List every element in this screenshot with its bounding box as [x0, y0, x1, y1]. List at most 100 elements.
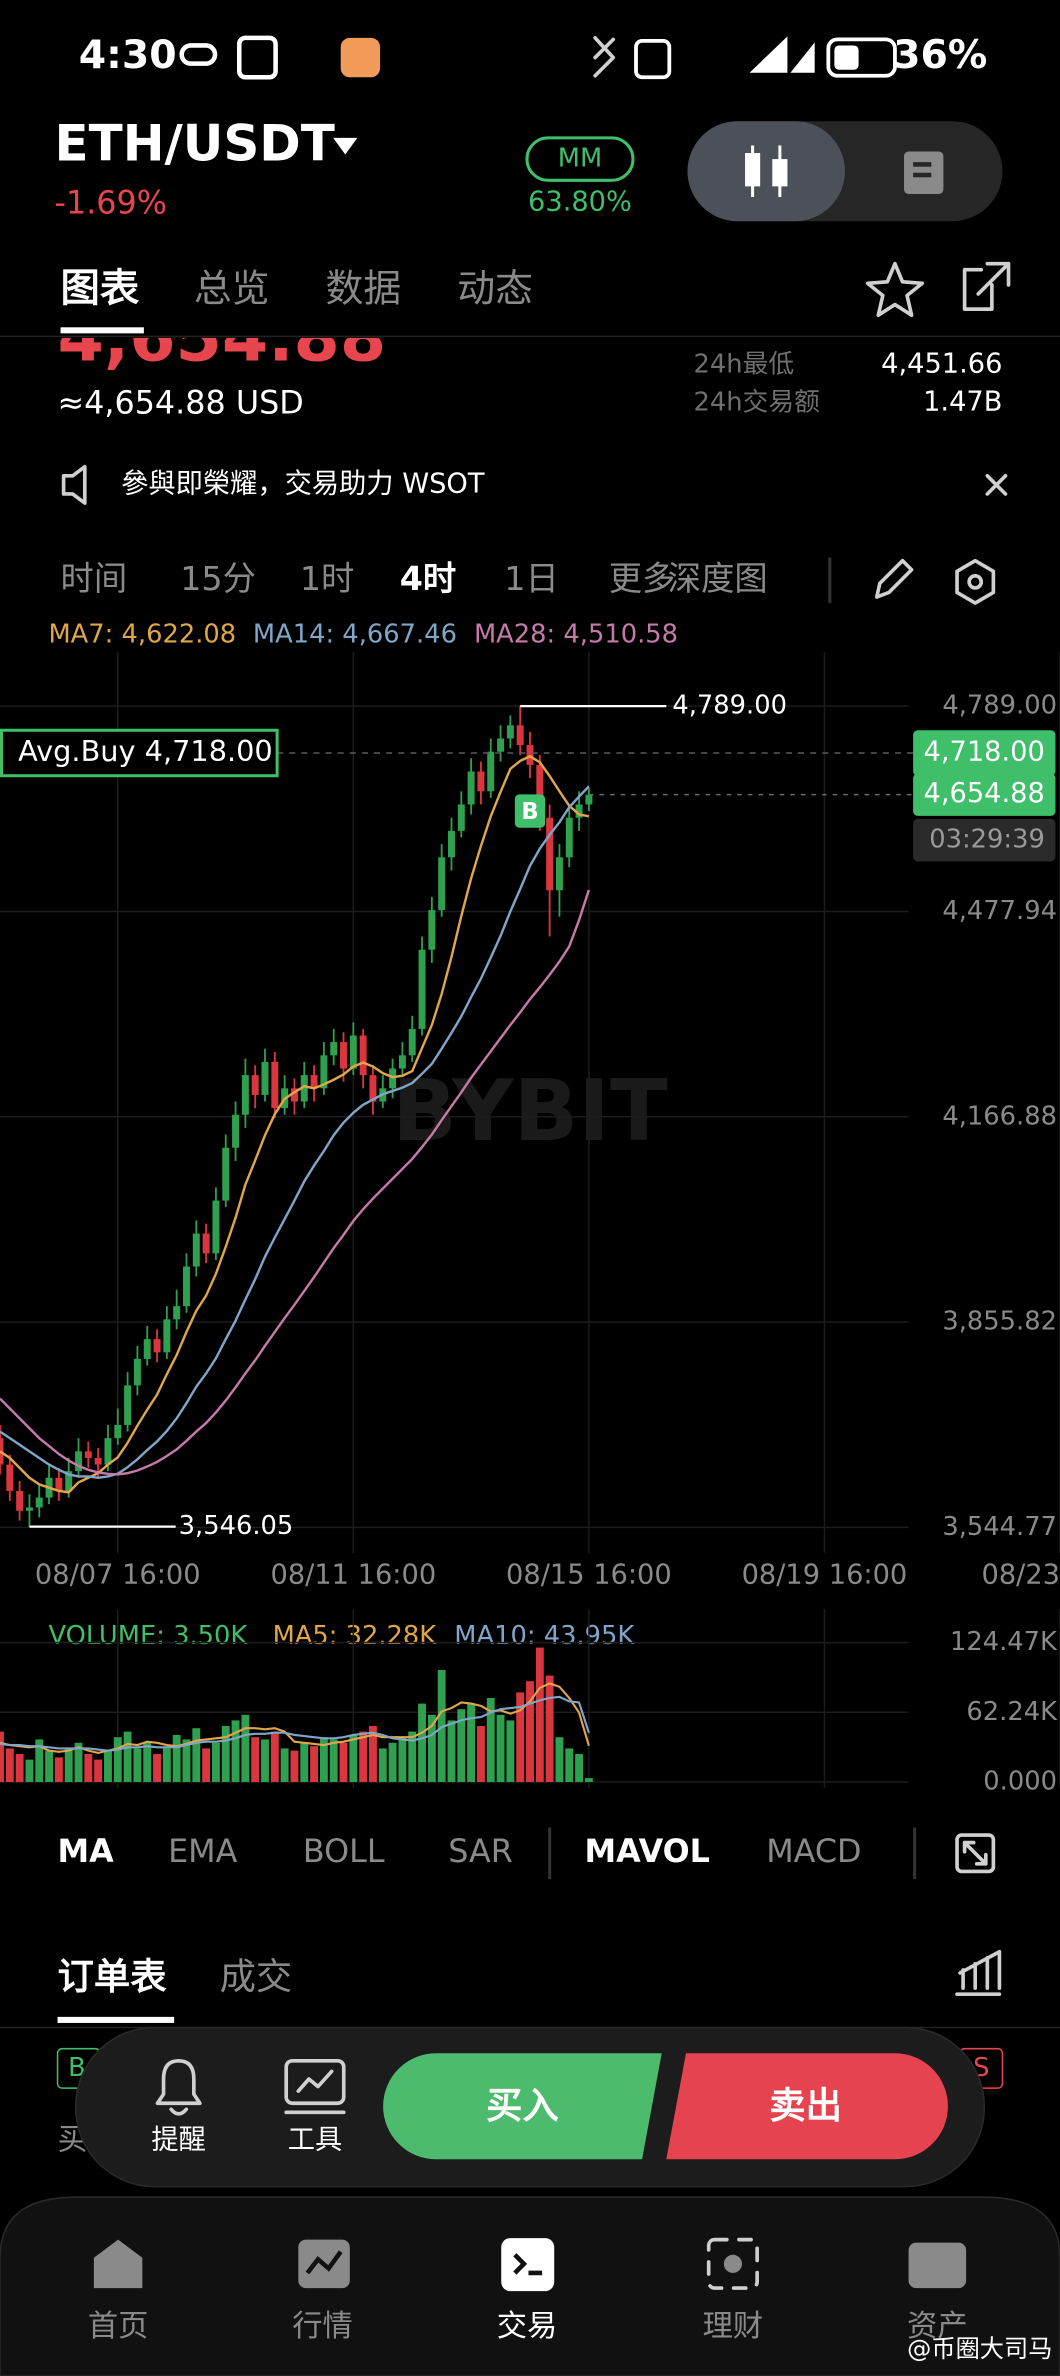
candle-body — [359, 1035, 367, 1076]
candle-body — [418, 949, 426, 1029]
mm-badge[interactable] — [525, 136, 635, 182]
interval[interactable]: 15分 — [180, 559, 256, 598]
banner[interactable]: 參與即榮耀，交易助力 WSOT — [121, 468, 485, 499]
news-icon[interactable] — [904, 151, 944, 194]
volume-bar — [496, 1714, 505, 1782]
volume-bar — [526, 1681, 534, 1782]
alert-icon[interactable] — [155, 2058, 202, 2116]
indicator[interactable]: EMA — [168, 1832, 238, 1870]
nav-icon[interactable] — [93, 2239, 143, 2289]
volume-tick-label: 124.47K — [950, 1627, 1058, 1657]
draw-icon[interactable] — [874, 558, 914, 599]
indicator[interactable]: SAR — [448, 1832, 513, 1870]
pair-dropdown[interactable] — [333, 137, 358, 155]
orders-tab[interactable]: 成交 — [220, 1955, 293, 1998]
candle-body — [555, 857, 563, 891]
orders-underline — [57, 2016, 175, 2023]
nav-icon[interactable] — [908, 2242, 967, 2289]
indicator[interactable]: MAVOL — [585, 1832, 710, 1870]
close-banner[interactable] — [985, 473, 1008, 496]
sell-button[interactable] — [666, 2053, 948, 2160]
ma-legend: MA28: 4,510.58 — [474, 619, 678, 649]
sell-label[interactable]: 卖出 — [769, 2084, 842, 2127]
volume-bar — [486, 1697, 495, 1782]
indicator[interactable]: MACD — [766, 1832, 861, 1870]
speaker-icon — [61, 464, 87, 505]
nav-label[interactable]: 行情 — [292, 2309, 353, 2344]
candle-body — [565, 817, 573, 858]
buy-label[interactable]: 买入 — [486, 2084, 559, 2127]
indicator[interactable]: BOLL — [303, 1832, 385, 1870]
candle-body — [585, 794, 593, 805]
tab[interactable]: 数据 — [326, 266, 402, 310]
interval[interactable]: 深度图 — [668, 559, 768, 598]
volume-ma-line — [0, 1682, 590, 1754]
tab[interactable]: 动态 — [457, 266, 533, 310]
x-tick-label: 08/07 16:00 — [35, 1559, 201, 1590]
x-tick-label: 08/19 16:00 — [742, 1559, 908, 1590]
volume-bar — [300, 1742, 309, 1782]
interval[interactable]: 1时 — [300, 559, 354, 598]
stat-label: 24h交易额 — [694, 388, 821, 418]
volume-bar — [221, 1725, 230, 1782]
volume-bar — [211, 1742, 220, 1782]
interval[interactable]: 4时 — [400, 559, 456, 598]
nav-icon[interactable] — [501, 2238, 555, 2292]
volume-bar — [251, 1737, 260, 1782]
volume-bar — [104, 1750, 112, 1782]
candle-body — [6, 1464, 14, 1491]
nav-label[interactable]: 首页 — [88, 2309, 149, 2344]
candle-body — [202, 1233, 210, 1254]
expand-icon[interactable] — [955, 1833, 996, 1874]
mm-label: MM — [558, 144, 602, 174]
alert-label[interactable]: 提醒 — [151, 2125, 205, 2156]
pair[interactable]: ETH/USDT — [55, 114, 335, 172]
buy-button[interactable] — [383, 2053, 662, 2160]
volume-bar — [5, 1748, 14, 1782]
favorite-icon[interactable] — [865, 261, 925, 318]
status-icons — [179, 35, 897, 80]
nav-icon[interactable] — [706, 2237, 759, 2290]
candle-body — [536, 764, 544, 818]
orders-tab[interactable]: 订单表 — [58, 1955, 168, 1998]
nav-label[interactable]: 交易 — [497, 2309, 558, 2344]
candle-body — [143, 1339, 151, 1359]
avg-buy-tag — [913, 730, 1056, 776]
candle-body — [320, 1055, 328, 1089]
tab[interactable]: 总览 — [194, 266, 270, 310]
volume-bar — [575, 1753, 584, 1782]
interval[interactable]: 更多 — [609, 559, 676, 598]
candle-body — [330, 1042, 338, 1056]
volume-bar — [162, 1748, 171, 1782]
nav-label[interactable]: 理财 — [703, 2309, 764, 2344]
candle-body — [163, 1319, 171, 1353]
volume-bar — [359, 1731, 368, 1782]
tools-label[interactable]: 工具 — [288, 2125, 342, 2156]
candle-body — [438, 857, 446, 911]
candle-body — [575, 804, 583, 818]
candle-body — [516, 725, 524, 746]
volume-bar — [84, 1753, 93, 1782]
volume-bar — [476, 1725, 485, 1782]
nav-label[interactable]: 资产 — [907, 2309, 968, 2344]
tab[interactable]: 图表 — [61, 265, 140, 311]
depth-icon[interactable] — [955, 1949, 1002, 1996]
price-change: -1.69% — [55, 184, 167, 222]
share-icon[interactable] — [962, 261, 1011, 311]
battery: 36% — [893, 32, 987, 78]
interval[interactable]: 时间 — [61, 559, 128, 598]
candle-body — [241, 1075, 249, 1115]
volume-bar — [0, 1731, 4, 1782]
x-tick-label: 08/15 16:00 — [506, 1559, 672, 1590]
indicator[interactable]: MA — [58, 1832, 115, 1870]
usd-price: ≈4,654.88 USD — [58, 384, 304, 422]
volume-bar — [172, 1734, 181, 1782]
volume-bar — [280, 1748, 289, 1782]
toggle-candle[interactable] — [687, 121, 845, 222]
candle-body — [467, 771, 475, 805]
interval[interactable]: 1日 — [504, 559, 558, 598]
tools-icon[interactable] — [284, 2058, 346, 2106]
tools-icon-line — [284, 2069, 346, 2115]
ma-legend: MA14: 4,667.46 — [253, 619, 457, 649]
settings-icon[interactable] — [955, 558, 996, 605]
